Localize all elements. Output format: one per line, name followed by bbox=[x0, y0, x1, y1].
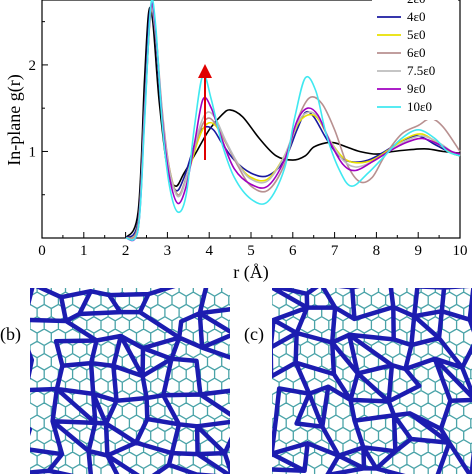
legend-entry-label: 4ε0 bbox=[407, 9, 425, 24]
legend-entry-label: 6ε0 bbox=[407, 45, 425, 60]
legend: 2ε0 4ε0 5ε0 6ε0 7.5ε0 9ε0 10ε0 bbox=[372, 0, 458, 120]
legend-entry-label: 2ε0 bbox=[407, 0, 425, 6]
y-tick-label: 1 bbox=[29, 144, 37, 160]
panel-b-network bbox=[30, 288, 230, 474]
red-arrow-annotation bbox=[198, 64, 212, 160]
x-tick-label: 8 bbox=[373, 243, 381, 259]
x-tick-label: 4 bbox=[205, 243, 213, 259]
series-line-6 bbox=[125, 0, 461, 241]
legend-background bbox=[372, 0, 458, 120]
legend-entry-label: 7.5ε0 bbox=[407, 63, 435, 78]
x-tick-label: 2 bbox=[122, 243, 130, 259]
network-bonds bbox=[30, 288, 230, 474]
panel-c-label: (c) bbox=[244, 324, 264, 345]
panel-b-structure bbox=[30, 288, 230, 474]
panel-b-label: (b) bbox=[0, 324, 21, 345]
y-axis-title: In-plane g(r) bbox=[4, 74, 25, 165]
series-layer bbox=[124, 0, 461, 242]
x-tick-label: 9 bbox=[414, 243, 422, 259]
series-line-0 bbox=[124, 6, 461, 239]
x-tick-label: 0 bbox=[38, 243, 46, 259]
x-tick-label: 10 bbox=[453, 243, 468, 259]
x-axis: 0 1 2 3 4 5 6 7 8 9 10 bbox=[38, 232, 468, 259]
x-axis-title: r (Å) bbox=[233, 262, 268, 283]
x-tick-label: 6 bbox=[289, 243, 297, 259]
x-tick-label: 5 bbox=[247, 243, 255, 259]
y-tick-label: 2 bbox=[29, 58, 37, 74]
legend-entry-label: 10ε0 bbox=[407, 99, 432, 114]
network-bonds bbox=[272, 288, 472, 474]
y-axis: 12 bbox=[29, 21, 48, 196]
x-tick-label: 1 bbox=[80, 243, 88, 259]
panel-c-network bbox=[272, 288, 472, 474]
x-tick-label: 3 bbox=[164, 243, 172, 259]
legend-entry-label: 5ε0 bbox=[407, 27, 425, 42]
legend-entry-label: 9ε0 bbox=[407, 81, 425, 96]
panel-c-structure bbox=[272, 288, 472, 474]
x-tick-label: 7 bbox=[331, 243, 339, 259]
